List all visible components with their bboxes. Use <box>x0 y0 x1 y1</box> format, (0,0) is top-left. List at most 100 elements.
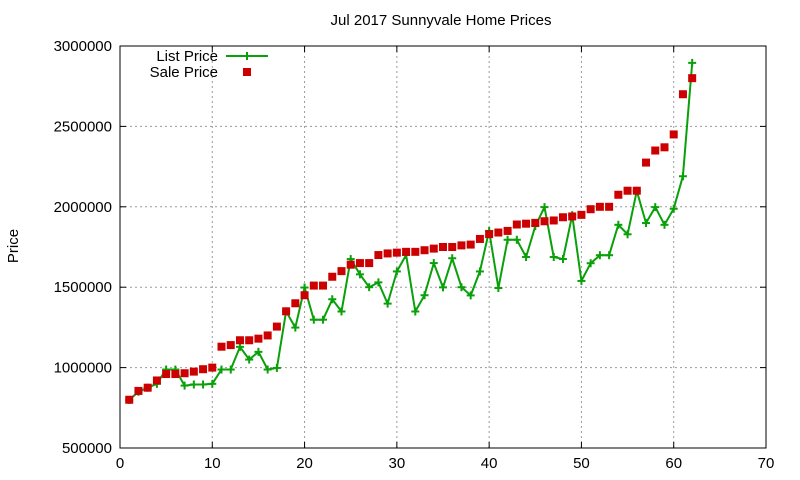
data-point-plus <box>457 283 466 292</box>
data-point-square <box>346 260 355 269</box>
data-point-square <box>152 376 161 385</box>
data-point-square <box>171 370 180 379</box>
data-point-plus <box>605 251 614 260</box>
x-tick-label: 30 <box>389 455 406 472</box>
data-point-square <box>669 130 678 139</box>
x-tick-label: 20 <box>296 455 313 472</box>
x-tick-label: 10 <box>204 455 221 472</box>
data-point-square <box>162 370 171 379</box>
data-point-square <box>263 331 272 340</box>
data-point-square <box>319 281 328 290</box>
data-point-square <box>448 243 457 251</box>
data-point-square <box>282 307 291 316</box>
data-point-plus <box>199 380 208 389</box>
data-point-square <box>208 363 217 372</box>
x-tick-label: 70 <box>758 455 775 472</box>
data-point-plus <box>614 220 623 229</box>
data-point-plus <box>319 315 328 324</box>
data-point-square <box>595 202 604 211</box>
y-tick-label: 2500000 <box>54 118 112 135</box>
data-point-square <box>623 186 632 195</box>
data-point-square <box>651 146 660 155</box>
data-point-square <box>226 341 235 350</box>
data-point-plus <box>254 347 263 356</box>
x-tick-label: 0 <box>116 455 124 472</box>
data-point-square <box>411 247 420 256</box>
data-point-square <box>568 212 577 221</box>
data-point-square <box>300 291 309 300</box>
data-point-plus <box>642 219 651 228</box>
data-point-square <box>245 336 254 345</box>
data-point-square <box>678 90 687 99</box>
data-point-plus <box>660 220 669 229</box>
data-point-square <box>457 241 466 250</box>
data-point-plus <box>678 172 687 181</box>
data-point-plus <box>263 365 272 374</box>
data-point-square <box>217 342 226 351</box>
data-point-square <box>134 386 143 395</box>
data-point-square <box>522 219 531 228</box>
series-line <box>128 62 694 401</box>
x-tick-label: 40 <box>481 455 498 472</box>
y-tick-label: 1500000 <box>54 279 112 296</box>
data-point-plus <box>420 291 429 300</box>
data-point-plus <box>466 291 475 300</box>
data-point-square <box>605 202 614 211</box>
data-point-square <box>392 248 401 257</box>
data-point-square <box>374 251 383 260</box>
data-point-square <box>485 230 494 239</box>
data-point-square <box>180 369 189 378</box>
data-point-square <box>475 234 484 243</box>
series-layer <box>125 58 697 404</box>
data-point-plus <box>189 380 198 389</box>
data-point-plus <box>549 252 558 261</box>
series-sale-price <box>125 74 697 404</box>
data-point-square <box>337 267 346 276</box>
data-point-square <box>632 186 641 195</box>
data-point-square <box>503 226 512 235</box>
data-point-plus <box>688 58 697 67</box>
axis-layer: 0 10 20 30 40 50 60 70 500000 1000000 1500000 20000… <box>54 38 775 472</box>
data-point-square <box>189 367 198 376</box>
data-point-plus <box>337 307 346 316</box>
data-point-plus <box>272 363 281 372</box>
data-point-plus <box>439 283 447 292</box>
data-point-plus <box>558 255 567 264</box>
data-point-plus <box>577 276 586 285</box>
data-point-plus <box>383 299 392 308</box>
data-point-plus <box>475 267 484 276</box>
data-point-plus <box>355 270 364 279</box>
data-point-square <box>614 190 623 199</box>
data-point-plus <box>522 252 531 261</box>
data-point-plus <box>245 355 254 364</box>
data-point-square <box>439 243 447 251</box>
data-point-plus <box>291 323 300 332</box>
data-point-plus <box>623 230 632 239</box>
chart-title: Jul 2017 Sunnyvale Home Prices <box>331 12 552 29</box>
data-point-plus <box>411 307 420 316</box>
data-point-plus <box>540 203 549 212</box>
data-point-square <box>512 220 521 229</box>
data-point-square <box>577 210 586 219</box>
data-point-plus <box>448 254 457 263</box>
data-point-square <box>660 143 669 152</box>
data-point-square <box>402 247 411 256</box>
data-point-plus <box>392 267 401 276</box>
data-point-plus <box>503 235 512 244</box>
data-point-square <box>429 244 438 253</box>
data-point-plus <box>309 315 318 324</box>
x-tick-label: 50 <box>573 455 590 472</box>
data-point-plus <box>180 381 189 390</box>
y-axis-label: Price <box>5 229 22 263</box>
y-tick-label: 3000000 <box>54 38 112 55</box>
data-point-square <box>143 383 152 392</box>
data-point-square <box>272 322 281 331</box>
data-point-plus <box>494 284 503 293</box>
data-point-square <box>199 365 208 374</box>
data-point-plus <box>669 204 678 213</box>
data-point-plus <box>328 295 337 304</box>
data-point-plus <box>217 365 226 374</box>
y-tick-label: 500000 <box>62 440 112 457</box>
plot-frame <box>119 45 767 449</box>
